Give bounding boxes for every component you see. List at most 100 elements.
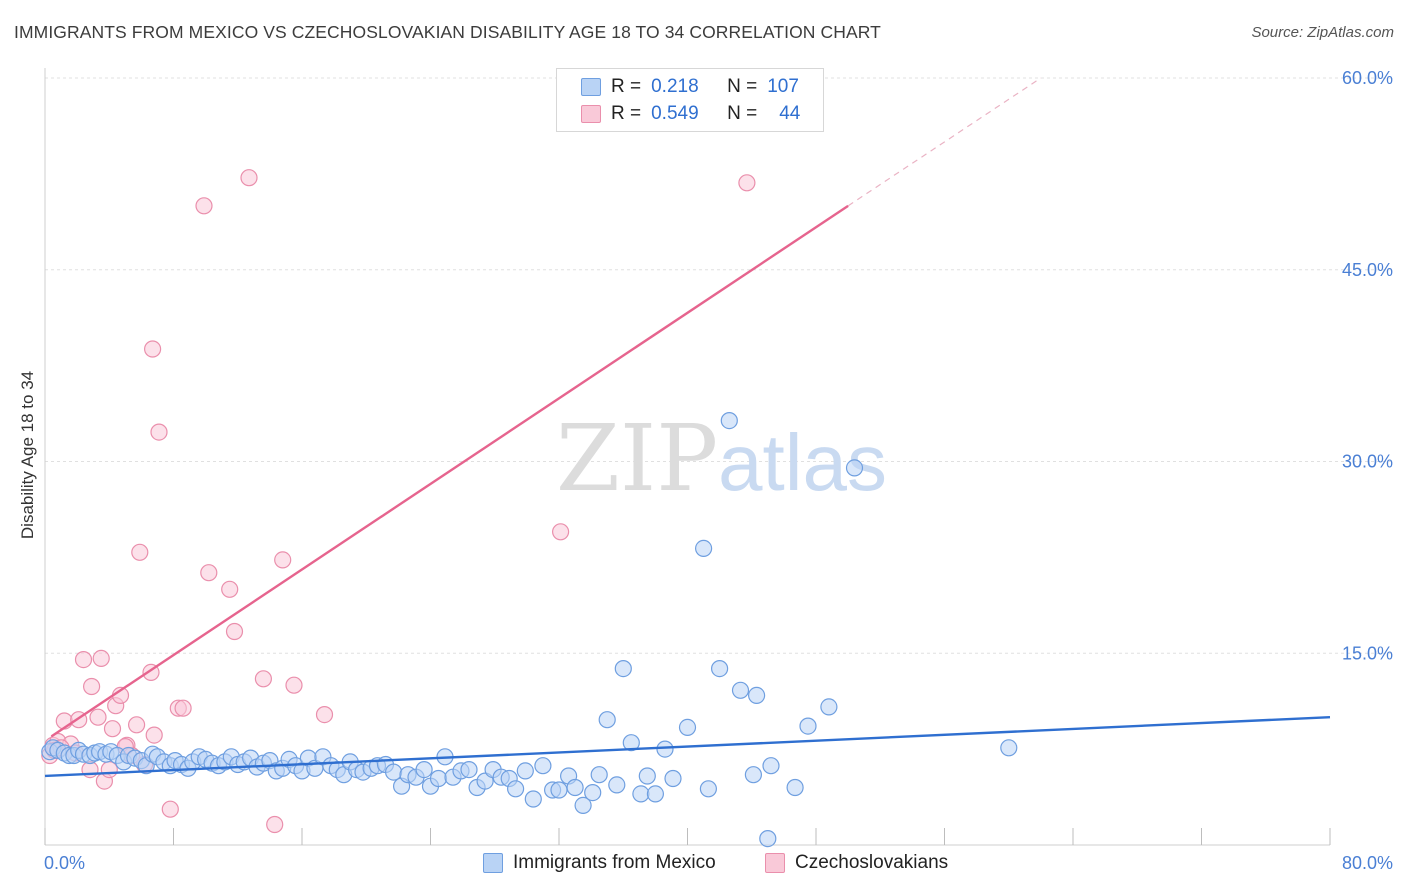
data-point	[747, 686, 766, 705]
data-point	[240, 169, 258, 187]
data-point	[195, 197, 213, 215]
y-tick-label: 30.0%	[1342, 452, 1393, 472]
data-point	[221, 580, 239, 598]
x-tick-label: 0.0%	[44, 853, 85, 873]
data-point	[598, 711, 616, 729]
y-tick-label: 60.0%	[1342, 68, 1393, 88]
tick-labels: 15.0% 30.0% 45.0% 60.0% 0.0% 80.0%	[44, 68, 1393, 873]
axes	[44, 68, 1331, 846]
data-point	[656, 740, 674, 758]
data-point	[225, 622, 244, 641]
data-point	[759, 829, 777, 848]
data-point	[534, 757, 552, 775]
data-point	[762, 757, 780, 775]
data-point	[738, 174, 756, 192]
trend-line-czechoslovakians	[50, 204, 849, 738]
data-point	[608, 776, 626, 794]
data-point	[731, 681, 750, 699]
bottom-legend-label: Czechoslovakians	[795, 852, 949, 873]
legend-r-value: 0.218	[651, 76, 699, 97]
data-point	[460, 760, 478, 779]
data-point	[622, 734, 640, 752]
y-tick-label: 15.0%	[1342, 643, 1393, 663]
legend-row-czechoslovakians: R = 0.549 N = 44	[581, 102, 800, 126]
legend-n-value: 44	[779, 103, 801, 124]
legend-r-value: 0.549	[651, 103, 699, 124]
data-point	[415, 760, 433, 779]
data-point	[82, 677, 101, 696]
data-point	[584, 783, 602, 802]
legend-swatch-pink	[581, 105, 601, 123]
data-point	[266, 815, 284, 834]
data-point	[820, 698, 838, 716]
legend-swatch-blue	[581, 78, 601, 96]
y-axis-label: Disability Age 18 to 34	[18, 370, 37, 540]
data-point	[551, 523, 570, 541]
data-point	[550, 781, 568, 799]
bottom-legend-label: Immigrants from Mexico	[513, 852, 716, 873]
data-point	[566, 778, 584, 797]
data-point	[385, 763, 403, 781]
legend-n-label: N =	[727, 76, 758, 97]
trend-line-czechoslovakians-extension	[847, 77, 1042, 207]
data-point	[786, 778, 804, 797]
data-point	[590, 766, 608, 784]
data-point	[574, 796, 592, 815]
data-point	[274, 551, 292, 569]
data-point	[103, 720, 122, 738]
data-point	[632, 785, 650, 803]
chart-title: IMMIGRANTS FROM MEXICO VS CZECHOSLOVAKIA…	[14, 22, 881, 42]
bottom-legend-swatch-pink	[765, 853, 785, 873]
data-point	[174, 699, 192, 717]
data-point	[285, 676, 303, 694]
chart-source: Source: ZipAtlas.com	[1251, 24, 1394, 41]
data-point	[614, 659, 632, 678]
data-point	[710, 659, 729, 678]
grid-lines	[45, 77, 1392, 654]
data-point	[144, 340, 162, 358]
data-point	[150, 423, 168, 441]
data-point	[516, 762, 534, 780]
data-point	[694, 539, 713, 558]
data-point	[720, 412, 738, 430]
watermark: ZIP atlas	[556, 405, 887, 512]
data-point	[254, 670, 272, 688]
legend-n-value: 107	[767, 76, 799, 97]
data-point	[145, 726, 163, 744]
watermark-zip: ZIP	[556, 405, 718, 512]
data-point	[664, 769, 682, 788]
x-tick-label: 80.0%	[1342, 853, 1393, 873]
data-point	[506, 780, 525, 798]
data-point	[131, 543, 149, 561]
data-point	[92, 649, 110, 668]
data-point	[524, 790, 542, 808]
bottom-legend-swatch-blue	[483, 853, 503, 873]
data-point	[845, 459, 864, 477]
bottom-legend-mexico: Immigrants from Mexico	[483, 852, 716, 874]
data-point	[429, 769, 448, 788]
data-point	[161, 800, 179, 818]
y-tick-label: 45.0%	[1342, 260, 1393, 280]
watermark-atlas: atlas	[718, 418, 887, 507]
legend-row-mexico: R = 0.218 N = 107	[581, 75, 799, 99]
stats-legend: R = 0.218 N = 107 R = 0.549 N = 44	[556, 68, 824, 132]
data-point	[89, 708, 107, 726]
data-point	[699, 780, 718, 798]
data-point	[1000, 739, 1018, 757]
trend-line-mexico	[44, 715, 1331, 778]
data-point	[678, 718, 697, 737]
data-point	[128, 716, 146, 734]
legend-r-label: R =	[611, 76, 642, 97]
data-point	[638, 767, 656, 785]
bottom-legend-czechoslovakians: Czechoslovakians	[765, 852, 948, 874]
data-point	[200, 564, 218, 582]
data-point	[744, 766, 763, 784]
data-point	[315, 705, 334, 724]
data-point	[799, 717, 817, 735]
legend-n-label: N =	[727, 103, 758, 124]
legend-r-label: R =	[611, 103, 642, 124]
data-point	[646, 785, 665, 803]
trend-lines	[44, 77, 1331, 778]
data-point	[74, 650, 93, 669]
